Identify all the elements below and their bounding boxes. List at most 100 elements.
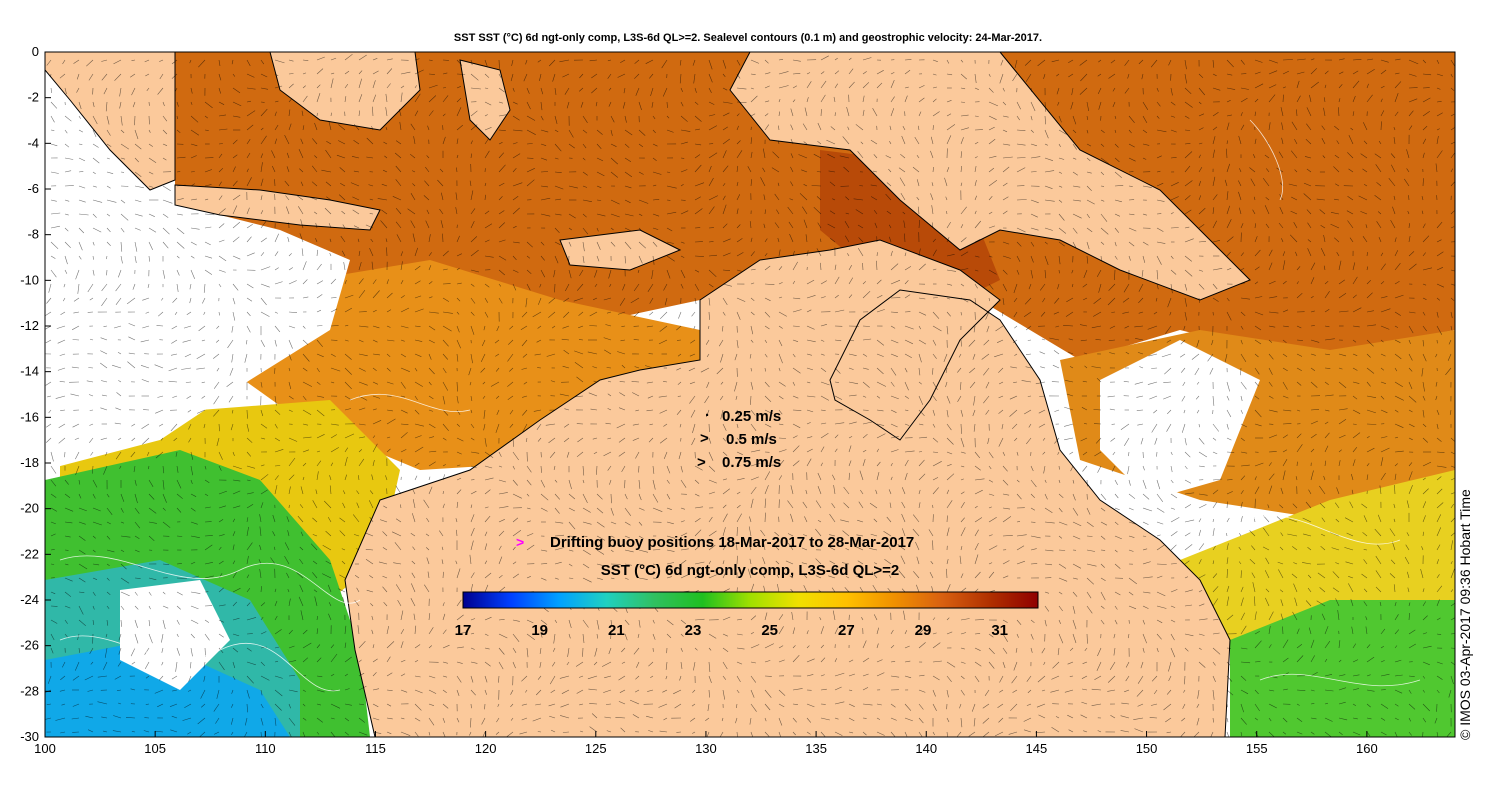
x-tick-label: 115	[365, 741, 386, 756]
velocity-arrow	[889, 574, 892, 579]
velocity-arrow	[1323, 234, 1326, 243]
velocity-arrow	[286, 166, 290, 173]
velocity-arrow	[1044, 507, 1053, 514]
velocity-arrow	[1068, 729, 1074, 733]
velocity-arrow	[311, 181, 318, 187]
velocity-arrow	[1408, 689, 1412, 694]
velocity-arrow	[537, 325, 542, 329]
velocity-arrow	[804, 107, 808, 117]
velocity-arrow	[216, 367, 220, 372]
velocity-arrow	[470, 110, 478, 117]
velocity-arrow	[162, 619, 166, 630]
velocity-arrow	[1330, 223, 1340, 229]
velocity-arrow	[260, 731, 262, 737]
velocity-arrow	[876, 70, 884, 75]
velocity-arrow	[1254, 325, 1262, 331]
velocity-arrow	[1450, 478, 1455, 481]
velocity-arrow	[1408, 339, 1411, 345]
velocity-arrow	[708, 254, 718, 257]
velocity-arrow	[1109, 661, 1116, 670]
velocity-arrow	[750, 73, 756, 75]
velocity-arrow	[1156, 87, 1159, 92]
velocity-arrow	[811, 185, 822, 187]
velocity-arrow	[988, 661, 995, 669]
velocity-arrow	[1179, 353, 1186, 358]
velocity-arrow	[274, 449, 284, 453]
velocity-arrow	[204, 544, 213, 551]
velocity-arrow	[760, 177, 766, 187]
velocity-arrow	[470, 584, 473, 593]
velocity-arrow	[366, 156, 374, 159]
velocity-arrow	[456, 253, 462, 257]
velocity-arrow	[1254, 138, 1257, 145]
velocity-arrow	[259, 526, 262, 537]
velocity-arrow	[328, 223, 332, 229]
velocity-arrow	[680, 520, 685, 523]
velocity-arrow	[582, 255, 585, 263]
velocity-arrow	[820, 674, 825, 677]
velocity-arrow	[764, 311, 771, 318]
velocity-arrow	[509, 409, 514, 415]
velocity-arrow	[1338, 449, 1342, 453]
velocity-arrow	[1137, 352, 1144, 355]
velocity-arrow	[1290, 210, 1298, 215]
velocity-arrow	[1054, 297, 1060, 304]
velocity-arrow	[512, 465, 515, 470]
velocity-arrow	[498, 492, 508, 495]
velocity-arrow	[1100, 577, 1106, 582]
velocity-arrow	[1198, 180, 1201, 187]
velocity-arrow	[638, 171, 644, 175]
velocity-arrow	[1239, 532, 1242, 537]
velocity-arrow	[708, 560, 712, 565]
velocity-arrow	[790, 166, 794, 173]
velocity-arrow	[246, 479, 251, 481]
velocity-arrow	[260, 195, 263, 201]
velocity-arrow	[577, 437, 584, 443]
velocity-arrow	[203, 675, 206, 682]
velocity-arrow	[1170, 227, 1179, 229]
velocity-arrow	[414, 93, 421, 103]
velocity-arrow	[694, 647, 698, 651]
velocity-arrow	[817, 122, 822, 131]
velocity-arrow	[1212, 717, 1214, 723]
velocity-arrow	[470, 297, 476, 304]
velocity-arrow	[901, 501, 906, 509]
velocity-arrow	[232, 180, 238, 187]
velocity-arrow	[70, 393, 80, 397]
velocity-arrow	[914, 136, 920, 145]
velocity-arrow	[666, 211, 677, 215]
velocity-arrow	[414, 435, 422, 439]
velocity-arrow	[344, 688, 350, 691]
velocity-arrow	[1345, 561, 1354, 565]
velocity-arrow	[596, 185, 602, 189]
velocity-arrow	[1240, 437, 1245, 442]
velocity-arrow	[1450, 269, 1455, 272]
velocity-arrow	[946, 661, 956, 668]
velocity-arrow	[386, 717, 393, 720]
velocity-arrow	[694, 196, 701, 201]
velocity-arrow	[582, 171, 588, 176]
velocity-arrow	[246, 283, 254, 289]
velocity-arrow	[386, 409, 393, 412]
velocity-arrow	[1316, 198, 1326, 201]
velocity-arrow	[890, 325, 896, 329]
velocity-arrow	[372, 290, 380, 299]
velocity-arrow	[78, 619, 86, 627]
velocity-arrow	[1408, 223, 1410, 229]
velocity-arrow	[46, 423, 52, 428]
velocity-arrow	[890, 250, 893, 257]
velocity-arrow	[428, 486, 433, 495]
velocity-arrow	[147, 283, 150, 288]
velocity-arrow	[750, 325, 754, 335]
velocity-arrow	[494, 339, 500, 344]
velocity-arrow	[1113, 633, 1116, 639]
velocity-arrow	[377, 198, 388, 201]
velocity-arrow	[442, 464, 446, 467]
velocity-arrow	[1080, 73, 1088, 82]
velocity-arrow	[1294, 597, 1298, 607]
velocity-arrow	[456, 311, 460, 315]
velocity-arrow	[722, 423, 727, 431]
velocity-arrow	[1296, 367, 1302, 372]
velocity-arrow	[1002, 156, 1013, 159]
velocity-arrow	[806, 279, 815, 285]
